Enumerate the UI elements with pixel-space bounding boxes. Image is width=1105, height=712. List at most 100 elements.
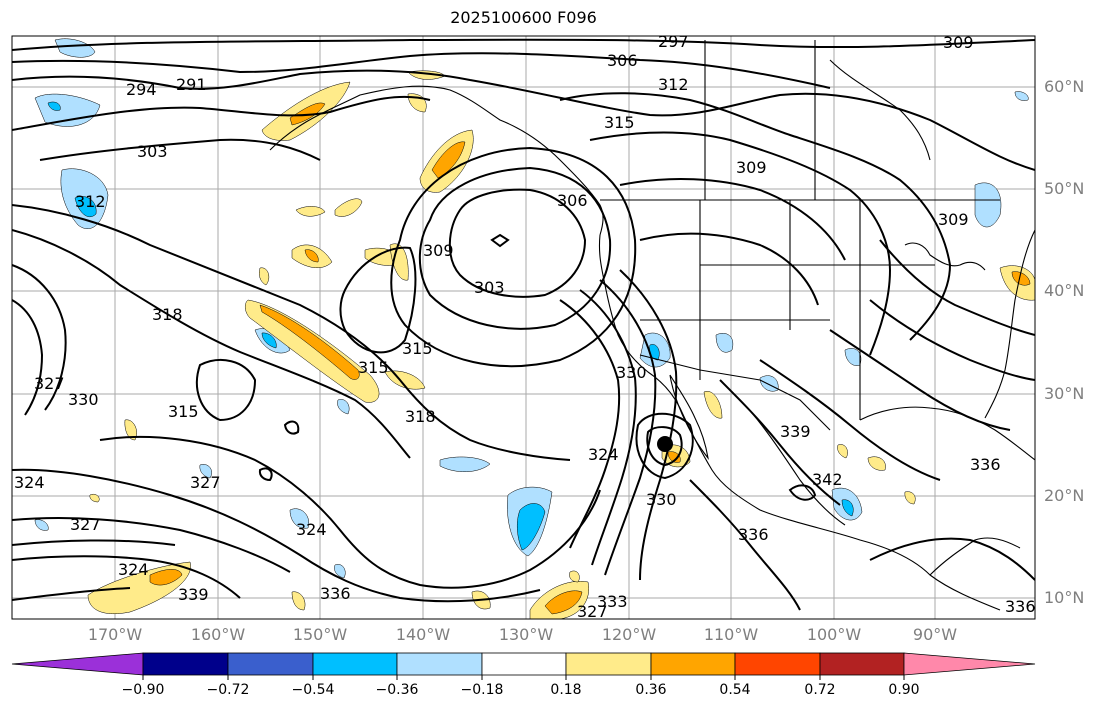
contour-label: 336 <box>738 525 769 544</box>
pos-patch <box>867 456 886 471</box>
contour-line <box>869 299 1035 381</box>
contour-label: 315 <box>604 113 635 132</box>
contour-line <box>12 468 541 603</box>
neg-patch <box>47 101 61 111</box>
contour-line <box>39 138 321 161</box>
lon-label: 170°W <box>87 625 143 644</box>
contour-line <box>639 232 819 306</box>
contour-line <box>12 587 131 601</box>
lon-label: 150°W <box>292 625 348 644</box>
contour-line <box>635 412 694 480</box>
contour-line <box>258 467 273 482</box>
lat-label: 20°N <box>1044 486 1085 505</box>
lon-label: 100°W <box>806 625 862 644</box>
neg-patch <box>337 399 350 415</box>
colorbar-swatch <box>481 652 567 676</box>
contour-label: 303 <box>137 142 168 161</box>
contours <box>12 38 1035 611</box>
colorbar-tick-label: 0.54 <box>719 682 751 698</box>
contour-label: 318 <box>152 305 183 324</box>
pos-patch <box>334 198 363 217</box>
contour-line <box>12 229 411 459</box>
colorbar-swatch <box>650 652 736 676</box>
pos-patch <box>1011 271 1031 286</box>
contour-line <box>619 177 846 261</box>
colorbar-tick-label: −0.18 <box>460 682 504 698</box>
contour-label: 303 <box>474 278 505 297</box>
colorbar-tick-label: 0.18 <box>550 682 582 698</box>
colorbar <box>11 652 1036 680</box>
neg-patch <box>34 519 49 531</box>
colorbar-swatch <box>312 652 398 676</box>
baja-peninsula <box>669 374 709 460</box>
pos-patch <box>304 249 319 263</box>
contour-label: 327 <box>34 374 65 393</box>
contour-line <box>879 239 1035 336</box>
contour-label: 336 <box>1005 597 1036 616</box>
colorbar-swatch <box>227 652 314 676</box>
contour-line <box>339 246 417 354</box>
contour-line <box>12 299 44 416</box>
contour-label: 297 <box>658 32 689 51</box>
contour-line <box>829 329 1011 431</box>
colorbar-tick-label: 0.72 <box>804 682 836 698</box>
lon-label: 90°W <box>912 625 958 644</box>
contour-line <box>12 555 241 599</box>
contour-label: 324 <box>588 445 619 464</box>
neg-patch <box>974 182 1002 228</box>
contour-label: 324 <box>14 473 45 492</box>
contour-line <box>195 359 257 422</box>
contour-line <box>12 38 1035 51</box>
lon-label: 160°W <box>190 625 246 644</box>
contour-label: 333 <box>597 592 628 611</box>
pos-patch <box>703 390 723 419</box>
storm-center-marker <box>657 436 673 452</box>
colorbar-swatch <box>819 652 905 676</box>
pos-patch <box>667 451 681 463</box>
neg-patch <box>1014 91 1029 101</box>
east-coast <box>984 229 1035 419</box>
us-mexico-border <box>639 354 831 431</box>
colorbar-extend-low <box>11 652 144 676</box>
contour-label: 339 <box>780 422 811 441</box>
contour-label: 318 <box>405 407 436 426</box>
contour-label: 312 <box>658 75 689 94</box>
contour-line <box>689 479 801 611</box>
contour-label: 309 <box>423 241 454 260</box>
neg-patch <box>199 464 212 479</box>
contour-label: 330 <box>68 390 99 409</box>
contour-label: 330 <box>646 490 677 509</box>
lon-label: 140°W <box>395 625 451 644</box>
neg-patch <box>715 333 734 353</box>
contour-line <box>283 420 300 435</box>
contour-line <box>12 204 571 461</box>
lon-label: 120°W <box>601 625 657 644</box>
pos-patch <box>89 494 100 503</box>
colorbar-ticks <box>142 675 905 680</box>
contour-line <box>719 379 841 506</box>
colorbar-tick-label: −0.72 <box>206 682 250 698</box>
map-title: 2025100600 F096 <box>450 8 597 27</box>
contour-line <box>869 537 1035 581</box>
neg-patch <box>261 332 277 349</box>
lon-label: 110°W <box>703 625 759 644</box>
pos-patch <box>569 570 580 583</box>
colorbar-tick-label: −0.90 <box>121 682 165 698</box>
lon-label: 130°W <box>498 625 554 644</box>
contour-line <box>579 289 637 566</box>
contour-line <box>12 517 291 573</box>
lat-label: 50°N <box>1044 179 1085 198</box>
colorbar-swatch <box>565 652 652 676</box>
pos-patch <box>544 590 583 615</box>
pos-patch <box>149 569 183 586</box>
colorbar-extend-high <box>903 652 1036 676</box>
pos-patch <box>904 491 916 505</box>
pos-patch <box>124 419 137 441</box>
contour-line <box>788 484 817 501</box>
coastlines <box>269 40 1035 611</box>
colorbar-swatch <box>396 652 483 676</box>
contour-line <box>619 269 678 581</box>
contour-line <box>12 264 67 411</box>
neg-patch <box>334 564 346 579</box>
